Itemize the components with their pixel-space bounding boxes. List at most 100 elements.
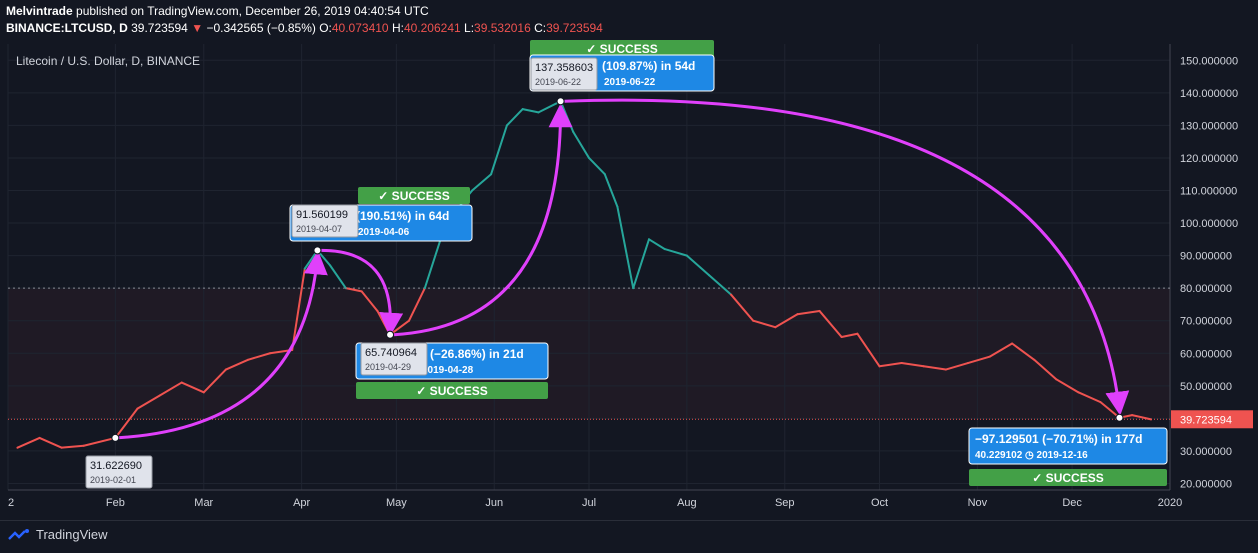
price-point: [202, 391, 205, 394]
price-point: [878, 365, 881, 368]
down-arrow-icon: ▼: [191, 21, 204, 35]
price-line-segment: [588, 156, 606, 176]
price-line-segment: [224, 358, 249, 371]
price-line-segment: [632, 238, 650, 290]
measure-date: 40.229102 ◷ 2019-12-16: [975, 450, 1088, 461]
price-point: [1099, 401, 1102, 404]
y-tick-label: 80.000000: [1180, 283, 1232, 295]
price-point: [967, 362, 969, 364]
price-point: [38, 437, 41, 439]
measure-date: 2019-04-06: [358, 227, 410, 238]
price-point: [572, 130, 575, 133]
y-tick-label: 130.000000: [1180, 120, 1238, 132]
chart-header: Melvintrade published on TradingView.com…: [0, 0, 1258, 40]
forecast-arrows: [111, 97, 1130, 442]
success-badge: [358, 187, 470, 204]
price-point: [685, 254, 688, 257]
x-tick-label: Sep: [775, 497, 795, 509]
forecast-arrow: [393, 103, 573, 337]
point-label: [291, 204, 359, 238]
x-tick-label: Oct: [871, 497, 888, 509]
price-point: [60, 446, 63, 449]
price-line-segment: [663, 248, 688, 257]
price-point: [796, 313, 799, 316]
point-label-value: 31.622690: [90, 460, 142, 472]
measure-change: 7 (−26.86%) in 21d: [420, 347, 524, 361]
price-line-segment: [1077, 391, 1102, 404]
point-label-date: 2019-04-29: [365, 362, 411, 372]
price-point: [730, 293, 732, 296]
price-point: [344, 287, 347, 290]
price-line-segment: [922, 365, 947, 371]
price-point: [490, 173, 493, 176]
chart-footer: TradingView: [0, 520, 1258, 553]
price-point: [408, 319, 410, 322]
price-line-segment: [202, 368, 227, 394]
x-tick-label: Apr: [293, 497, 310, 509]
x-tick-label: 2020: [1158, 497, 1182, 509]
measure-date: 2019-04-28: [422, 365, 474, 376]
price-change: −0.342565 (−0.85%): [206, 21, 316, 35]
y-tick-label: 90.000000: [1180, 251, 1232, 263]
price-point: [224, 368, 227, 371]
price-line-segment: [966, 355, 992, 365]
price-line-segment: [1131, 414, 1153, 421]
price-point: [180, 381, 183, 384]
point-label-value: 137.358603: [535, 62, 593, 74]
price-line-segment: [944, 362, 969, 371]
symbol-label: BINANCE:LTCUSD, D: [6, 21, 128, 35]
price-line-segment: [818, 309, 843, 338]
price-point: [303, 267, 306, 270]
price-point: [840, 336, 843, 338]
price-point: [900, 362, 903, 364]
measure-date: 2019-06-22: [604, 77, 656, 88]
last-price-tag: [1171, 410, 1253, 429]
x-tick-label: May: [386, 497, 407, 509]
price-point: [922, 365, 925, 368]
price-line-segment: [603, 173, 619, 208]
price-point: [423, 287, 426, 290]
y-tick-label: 70.000000: [1180, 316, 1232, 328]
price-point: [158, 394, 161, 397]
price-point: [1011, 342, 1014, 345]
price-line-segment: [752, 319, 777, 329]
ohlc-line: BINANCE:LTCUSD, D 39.723594 ▼ −0.342565 …: [6, 21, 603, 35]
price-line-segment: [989, 342, 1014, 358]
price-line-segment: [900, 362, 925, 368]
close-value: 39.723594: [546, 21, 603, 35]
anchor-dot: [313, 246, 322, 255]
low-value: 39.532016: [474, 21, 531, 35]
price-line-segment: [878, 362, 903, 368]
y-tick-label: 150.000000: [1180, 55, 1238, 67]
price-point: [16, 446, 19, 449]
price-point: [1077, 391, 1080, 394]
anchor-dot: [556, 97, 565, 106]
price-point: [471, 189, 474, 192]
y-tick-label: 110.000000: [1180, 185, 1237, 197]
measure-change: (109.87%) in 54d: [602, 59, 695, 73]
x-tick-label: Feb: [106, 497, 125, 509]
price-line-segment: [408, 287, 426, 322]
x-tick-label: Jun: [485, 497, 503, 509]
measure-callout: [968, 427, 1168, 465]
price-point: [648, 238, 650, 241]
price-point: [521, 108, 524, 111]
tradingview-logo[interactable]: TradingView: [8, 527, 108, 542]
close-label: C:: [534, 21, 547, 35]
publisher-name[interactable]: Melvintrade: [6, 4, 73, 18]
price-point: [1033, 358, 1036, 361]
price-line-segment: [730, 293, 755, 322]
success-badge: [969, 469, 1167, 486]
point-label-date: 2019-06-22: [535, 77, 581, 87]
price-point: [663, 248, 666, 250]
open-value: 40.073410: [331, 21, 389, 35]
price-point: [989, 355, 991, 358]
success-badge-text: ✓ SUCCESS: [1032, 471, 1103, 485]
price-line-segment: [38, 436, 63, 449]
price-line-segment: [246, 352, 272, 361]
x-tick-label: 2: [8, 497, 14, 509]
success-badge: [530, 40, 714, 57]
y-tick-label: 50.000000: [1180, 381, 1232, 393]
price-line-segment: [344, 287, 363, 293]
